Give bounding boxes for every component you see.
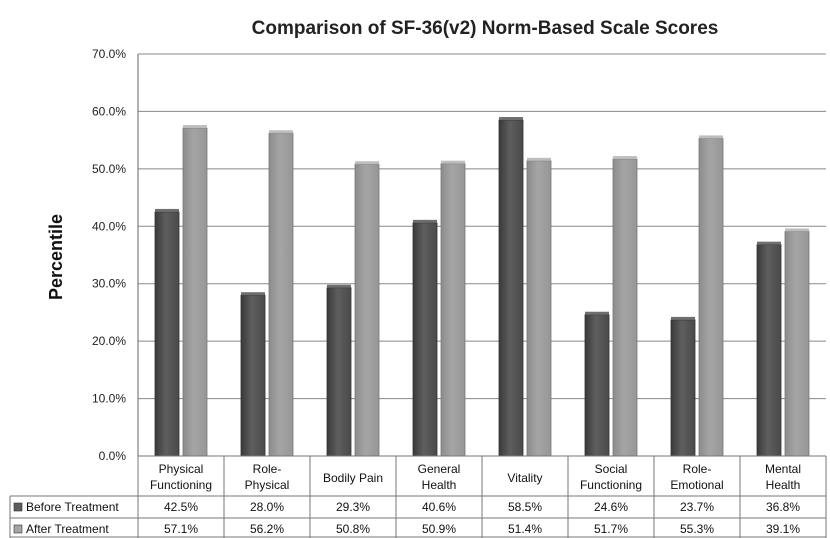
y-tick-label: 20.0% xyxy=(92,334,126,348)
legend-key xyxy=(13,502,23,512)
category-label: Vitality xyxy=(507,471,542,485)
bar-after-treatment xyxy=(268,132,294,457)
bar-before-treatment xyxy=(240,294,266,457)
y-axis-ticks: 0.0% 10.0% 20.0% 30.0% 40.0% 50.0% 60.0% 70.0% xyxy=(92,47,126,463)
category-label: Role-Physical xyxy=(245,462,290,492)
chart-title: Comparison of SF-36(v2) Norm-Based Scale… xyxy=(252,18,719,39)
bar-before-treatment xyxy=(326,287,352,457)
data-label: 29.3% xyxy=(336,500,370,514)
bar-top-cap xyxy=(527,157,551,161)
bar-top-cap xyxy=(441,160,465,164)
bar-after-treatment xyxy=(698,138,724,457)
bar-top-cap xyxy=(671,316,695,320)
bar-top-cap xyxy=(269,130,293,134)
bar-top-cap xyxy=(757,241,781,245)
data-label: 55.3% xyxy=(680,522,714,536)
y-axis-label: Percentile xyxy=(46,214,66,300)
bar-top-cap xyxy=(499,117,523,121)
bar-top-cap xyxy=(355,161,379,165)
y-tick-label: 0.0% xyxy=(99,449,127,463)
bar-top-cap xyxy=(585,311,609,315)
data-label: 28.0% xyxy=(250,500,284,514)
bar-after-treatment xyxy=(440,163,466,457)
bar-after-treatment xyxy=(784,231,810,457)
y-tick-label: 50.0% xyxy=(92,162,126,176)
legend-key xyxy=(13,524,23,534)
category-label: Mental Health xyxy=(765,462,801,492)
bar-top-cap xyxy=(183,125,207,129)
bar-after-treatment xyxy=(526,160,552,457)
bar-top-cap xyxy=(785,228,809,232)
bar-before-treatment xyxy=(756,244,782,457)
data-table: Physical Functioning Role-Physical Bodily P… xyxy=(9,455,827,538)
bar-top-cap xyxy=(327,284,351,288)
bar-after-treatment xyxy=(612,158,638,457)
data-label: 58.5% xyxy=(508,500,542,514)
data-label: 51.7% xyxy=(594,522,628,536)
bar-top-cap xyxy=(413,219,437,223)
y-tick-label: 40.0% xyxy=(92,219,126,233)
data-label: 50.8% xyxy=(336,522,370,536)
bar-top-cap xyxy=(699,135,723,139)
category-label: General Health xyxy=(418,462,461,492)
y-tick-label: 70.0% xyxy=(92,47,126,61)
data-label: 51.4% xyxy=(508,522,542,536)
bar-after-treatment xyxy=(182,127,208,457)
data-label: 36.8% xyxy=(766,500,800,514)
y-tick-label: 30.0% xyxy=(92,277,126,291)
data-label: 57.1% xyxy=(164,522,198,536)
bars xyxy=(154,117,810,457)
bar-before-treatment xyxy=(584,314,610,457)
data-label: 24.6% xyxy=(594,500,628,514)
bar-before-treatment xyxy=(670,319,696,457)
bar-before-treatment xyxy=(498,119,524,457)
bar-after-treatment xyxy=(354,163,380,457)
bar-before-treatment xyxy=(412,222,438,457)
data-label: 23.7% xyxy=(680,500,714,514)
data-label: 39.1% xyxy=(766,522,800,536)
bar-top-cap xyxy=(155,208,179,212)
y-tick-label: 10.0% xyxy=(92,392,126,406)
category-label: Physical Functioning xyxy=(150,462,212,492)
bar-before-treatment xyxy=(154,211,180,457)
data-label: 50.9% xyxy=(422,522,456,536)
category-label: Social Functioning xyxy=(580,462,642,492)
category-label: Role-Emotional xyxy=(670,462,723,492)
y-tick-label: 60.0% xyxy=(92,104,126,118)
bar-top-cap xyxy=(241,292,265,296)
bar-top-cap xyxy=(613,156,637,160)
data-label: 56.2% xyxy=(250,522,284,536)
legend-series-name: Before Treatment xyxy=(26,500,119,514)
data-label: 42.5% xyxy=(164,500,198,514)
legend-series-name: After Treatment xyxy=(26,522,109,536)
category-label: Bodily Pain xyxy=(323,471,383,485)
data-label: 40.6% xyxy=(422,500,456,514)
